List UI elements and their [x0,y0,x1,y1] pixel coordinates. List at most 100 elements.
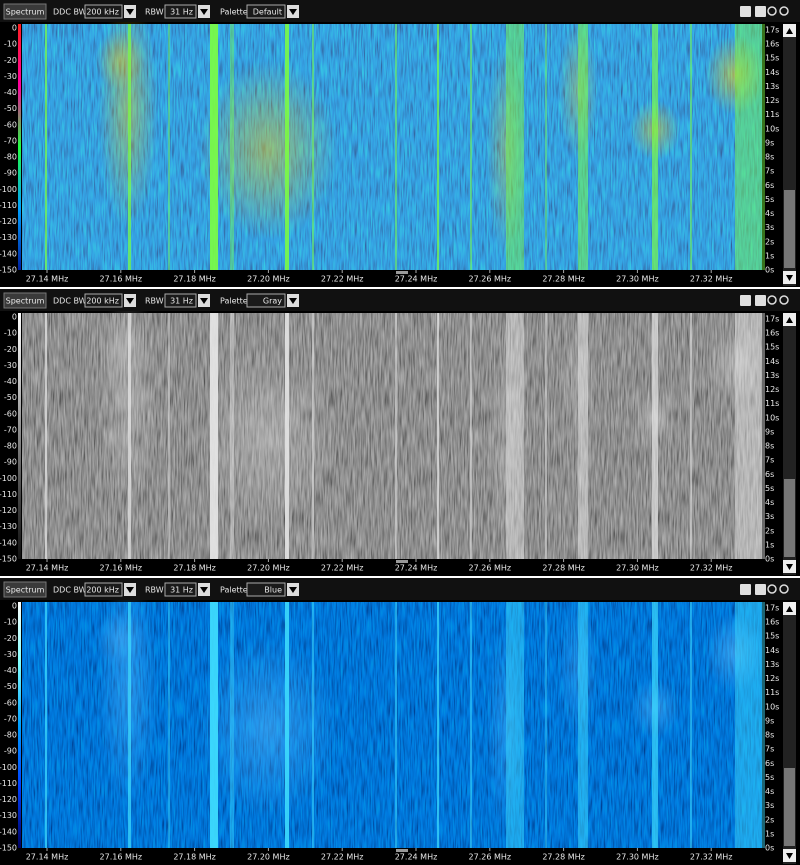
level-tick-label: -90 [4,169,17,178]
time-tick-label: 14s [765,357,779,366]
scroll-thumb[interactable] [784,479,795,557]
dropdown-arrow [200,9,208,15]
signal-blob [486,618,526,838]
signal-line [285,602,289,848]
time-tick-label: 13s [765,371,779,380]
level-tick-label: -20 [4,634,17,643]
level-tick-label: -30 [4,650,17,659]
field-label: Palette [220,586,248,595]
field-label: RBW [145,8,164,17]
time-tick-label: 15s [765,343,779,352]
dropdown[interactable] [164,293,197,308]
signal-line [285,24,289,270]
dropdown-arrow [289,587,297,593]
level-tick-label: 0 [12,602,17,611]
zoom-icon[interactable] [779,6,789,16]
signal-line [690,313,692,559]
freq-tick-label: 27.20 MHz [247,564,290,573]
toolbar-button[interactable] [740,584,751,595]
time-tick-label: 7s [765,167,774,176]
dropdown[interactable] [84,4,123,19]
signal-line [128,24,131,270]
signal-line [470,313,472,559]
signal-blob [486,40,526,260]
dropdown-arrow [126,9,134,15]
time-tick-label: 15s [765,54,779,63]
scroll-thumb[interactable] [784,190,795,268]
dropdown[interactable] [246,582,286,597]
dropdown[interactable] [246,4,286,19]
signal-line [506,602,524,848]
scroll-thumb[interactable] [784,768,795,846]
level-tick-label: -30 [4,72,17,81]
time-tick-label: 17s [765,315,779,324]
time-tick-label: 14s [765,68,779,77]
level-tick-label: -20 [4,56,17,65]
level-tick-label: -110 [0,490,17,499]
dropdown-value: 31 Hz [170,297,193,306]
tab[interactable] [3,292,47,309]
signal-blob [95,608,145,668]
toolbar-button[interactable] [740,295,751,306]
level-tick-label: -110 [0,201,17,210]
freq-tick-label: 27.14 MHz [26,853,69,862]
scroll-up-arrow [786,606,793,612]
time-tick-label: 11s [765,399,779,408]
level-tick-label: -70 [4,714,17,723]
dropdown[interactable] [246,293,286,308]
dropdown[interactable] [164,582,197,597]
time-tick-label: 9s [765,138,774,147]
tab[interactable] [3,581,47,598]
time-tick-label: 17s [765,604,779,613]
zoom-icon[interactable] [779,295,789,305]
signal-line [545,602,547,848]
dropdown-arrow [200,587,208,593]
level-bar [18,24,21,270]
signal-line [470,24,472,270]
freq-tick-label: 27.22 MHz [321,853,364,862]
signal-line [210,313,218,559]
dropdown[interactable] [164,4,197,19]
signal-line [735,24,765,270]
level-tick-label: -80 [4,731,17,740]
zoom-icon[interactable] [767,6,777,16]
signal-line [470,602,472,848]
freq-tick-label: 27.24 MHz [395,853,438,862]
freq-tick-label: 27.30 MHz [616,853,659,862]
level-tick-label: 0 [12,24,17,33]
toolbar-button[interactable] [740,6,751,17]
time-tick-label: 10s [765,702,779,711]
dropdown[interactable] [84,582,123,597]
time-tick-label: 4s [765,787,774,796]
signal-blob [705,324,765,404]
dropdown-arrow [289,9,297,15]
signal-blob [198,638,338,818]
level-tick-label: -140 [0,538,17,547]
position-marker [396,271,408,274]
level-tick-label: -130 [0,233,17,242]
time-tick-label: 8s [765,153,774,162]
field-label: Palette [220,8,248,17]
time-tick-label: 15s [765,632,779,641]
toolbar-button[interactable] [755,6,766,17]
signal-line [230,602,234,848]
time-tick-label: 1s [765,251,774,260]
signal-line [506,24,524,270]
tab[interactable] [3,3,47,20]
level-tick-label: -70 [4,136,17,145]
signal-line [578,602,588,848]
time-tick-label: 16s [765,40,779,49]
level-bar [18,602,21,848]
level-tick-label: -80 [4,442,17,451]
zoom-icon[interactable] [767,295,777,305]
level-tick-label: -40 [4,666,17,675]
toolbar-button[interactable] [755,584,766,595]
level-tick-label: -70 [4,425,17,434]
signal-line [312,602,314,848]
toolbar-button[interactable] [755,295,766,306]
signal-line [168,313,170,559]
zoom-icon[interactable] [779,584,789,594]
dropdown[interactable] [84,293,123,308]
zoom-icon[interactable] [767,584,777,594]
